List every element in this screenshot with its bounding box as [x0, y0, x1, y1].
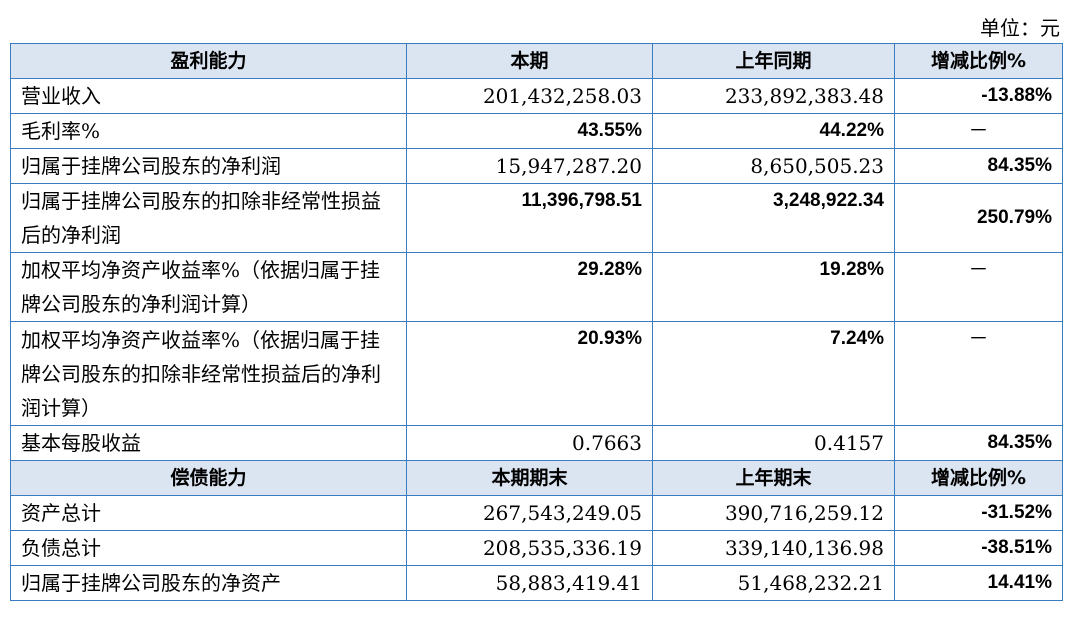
current-value: 43.55% — [406, 113, 653, 149]
header-cell: 偿债能力 — [10, 460, 407, 496]
change-value: 250.79% — [894, 183, 1063, 253]
header-cell: 增减比例% — [894, 460, 1063, 496]
change-value: － — [894, 113, 1063, 149]
change-value: － — [894, 321, 1063, 426]
table-row: 毛利率% 43.55% 44.22% － — [10, 113, 1063, 149]
row-label: 加权平均净资产收益率%（依据归属于挂牌公司股东的扣除非经常性损益后的净利润计算） — [10, 321, 407, 426]
row-label: 加权平均净资产收益率%（依据归属于挂牌公司股东的净利润计算） — [10, 252, 407, 322]
header-cell: 本期 — [406, 43, 653, 79]
row-label: 资产总计 — [10, 495, 407, 531]
previous-value: 233,892,383.48 — [652, 78, 895, 114]
previous-value: 8,650,505.23 — [652, 148, 895, 184]
table-row: 加权平均净资产收益率%（依据归属于挂牌公司股东的扣除非经常性损益后的净利润计算）… — [10, 321, 1063, 426]
change-value: － — [894, 252, 1063, 322]
current-value: 15,947,287.20 — [406, 148, 653, 184]
previous-value: 44.22% — [652, 113, 895, 149]
header-cell: 上年期末 — [652, 460, 895, 496]
current-value: 29.28% — [406, 252, 653, 322]
change-value: 14.41% — [894, 565, 1063, 601]
row-label: 归属于挂牌公司股东的净资产 — [10, 565, 407, 601]
header-cell: 上年同期 — [652, 43, 895, 79]
row-label: 基本每股收益 — [10, 425, 407, 461]
previous-value: 339,140,136.98 — [652, 530, 895, 566]
previous-value: 0.4157 — [652, 425, 895, 461]
row-label: 归属于挂牌公司股东的扣除非经常性损益后的净利润 — [10, 183, 407, 253]
solvency-header-row: 偿债能力 本期期末 上年期末 增减比例% — [10, 460, 1063, 496]
change-value: -31.52% — [894, 495, 1063, 531]
table-row: 加权平均净资产收益率%（依据归属于挂牌公司股东的净利润计算） 29.28% 19… — [10, 252, 1063, 322]
table-row: 营业收入 201,432,258.03 233,892,383.48 -13.8… — [10, 78, 1063, 114]
change-value: -38.51% — [894, 530, 1063, 566]
table-row: 归属于挂牌公司股东的净利润 15,947,287.20 8,650,505.23… — [10, 148, 1063, 184]
profit-header-row: 盈利能力 本期 上年同期 增减比例% — [10, 43, 1063, 79]
previous-value: 390,716,259.12 — [652, 495, 895, 531]
current-value: 208,535,336.19 — [406, 530, 653, 566]
financial-summary-table: 盈利能力 本期 上年同期 增减比例% 营业收入 201,432,258.03 2… — [10, 43, 1063, 601]
table-row: 基本每股收益 0.7663 0.4157 84.35% — [10, 425, 1063, 461]
table-row: 资产总计 267,543,249.05 390,716,259.12 -31.5… — [10, 495, 1063, 531]
current-value: 58,883,419.41 — [406, 565, 653, 601]
table-row: 归属于挂牌公司股东的净资产 58,883,419.41 51,468,232.2… — [10, 565, 1063, 601]
current-value: 11,396,798.51 — [406, 183, 653, 253]
table-row: 归属于挂牌公司股东的扣除非经常性损益后的净利润 11,396,798.51 3,… — [10, 183, 1063, 253]
header-cell: 增减比例% — [894, 43, 1063, 79]
change-value: -13.88% — [894, 78, 1063, 114]
header-cell: 本期期末 — [406, 460, 653, 496]
current-value: 201,432,258.03 — [406, 78, 653, 114]
table-row: 负债总计 208,535,336.19 339,140,136.98 -38.5… — [10, 530, 1063, 566]
previous-value: 19.28% — [652, 252, 895, 322]
previous-value: 7.24% — [652, 321, 895, 426]
current-value: 0.7663 — [406, 425, 653, 461]
unit-label: 单位：元 — [980, 16, 1060, 40]
header-cell: 盈利能力 — [10, 43, 407, 79]
current-value: 20.93% — [406, 321, 653, 426]
row-label: 毛利率% — [10, 113, 407, 149]
row-label: 归属于挂牌公司股东的净利润 — [10, 148, 407, 184]
row-label: 营业收入 — [10, 78, 407, 114]
change-value: 84.35% — [894, 425, 1063, 461]
previous-value: 51,468,232.21 — [652, 565, 895, 601]
previous-value: 3,248,922.34 — [652, 183, 895, 253]
row-label: 负债总计 — [10, 530, 407, 566]
change-value: 84.35% — [894, 148, 1063, 184]
current-value: 267,543,249.05 — [406, 495, 653, 531]
